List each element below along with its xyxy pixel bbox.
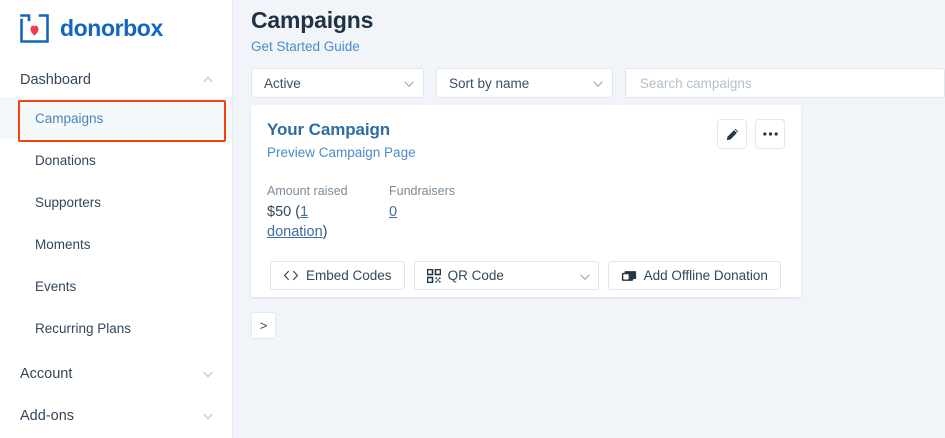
sidebar-dashboard-items: Campaigns Donations Supporters Moments E… bbox=[0, 97, 232, 349]
page-title: Campaigns bbox=[251, 7, 374, 33]
sort-filter-select[interactable]: Sort by name bbox=[435, 68, 613, 98]
get-started-guide-link[interactable]: Get Started Guide bbox=[251, 39, 360, 54]
sidebar-item-supporters-label: Supporters bbox=[35, 194, 102, 210]
chevron-up-icon bbox=[202, 74, 214, 86]
main-content: Campaigns Get Started Guide Active Sort … bbox=[233, 0, 945, 438]
edit-campaign-button[interactable] bbox=[717, 119, 747, 149]
add-offline-donation-label: Add Offline Donation bbox=[643, 268, 768, 283]
preview-campaign-page-link[interactable]: Preview Campaign Page bbox=[267, 145, 416, 160]
code-brackets-icon bbox=[283, 270, 299, 281]
sidebar-item-campaigns-label: Campaigns bbox=[35, 110, 104, 126]
campaign-identity: Your Campaign Preview Campaign Page bbox=[267, 119, 416, 162]
campaign-card-actions: Embed Codes bbox=[251, 242, 801, 290]
amount-raised-prefix: $50 ( bbox=[267, 204, 301, 220]
campaign-card-header: Your Campaign Preview Campaign Page bbox=[251, 105, 801, 162]
qr-code-icon bbox=[426, 268, 441, 283]
donorbox-heart-box-icon bbox=[18, 12, 51, 45]
search-campaigns-field[interactable] bbox=[624, 68, 945, 98]
stat-amount-raised: Amount raised $50 (1 donation) bbox=[267, 183, 371, 242]
chevron-down-icon bbox=[402, 77, 414, 89]
donation-count-link[interactable]: 1 donation bbox=[267, 204, 323, 240]
qr-code-button[interactable]: QR Code bbox=[413, 261, 599, 290]
campaign-card: Your Campaign Preview Campaign Page bbox=[251, 105, 801, 297]
cash-stack-icon bbox=[621, 270, 637, 282]
campaign-name: Your Campaign bbox=[267, 120, 391, 139]
sidebar-item-donations-label: Donations bbox=[35, 152, 96, 168]
fundraisers-count-link[interactable]: 0 bbox=[389, 204, 398, 220]
chevron-down-icon bbox=[591, 77, 603, 89]
sidebar-item-campaigns[interactable]: Campaigns bbox=[0, 97, 232, 139]
qr-code-label: QR Code bbox=[447, 268, 504, 283]
brand-name: donorbox bbox=[60, 15, 163, 41]
sidebar-item-events[interactable]: Events bbox=[0, 265, 232, 307]
more-options-button[interactable] bbox=[755, 119, 785, 149]
stat-amount-raised-label: Amount raised bbox=[267, 184, 348, 198]
sidebar-item-events-label: Events bbox=[35, 278, 77, 294]
amount-raised-suffix: ) bbox=[322, 224, 328, 240]
sidebar-group-account-label: Account bbox=[20, 366, 73, 382]
sidebar: donorbox Dashboard Campaigns Donations S… bbox=[0, 0, 233, 438]
stat-fundraisers: Fundraisers 0 bbox=[389, 183, 455, 242]
sidebar-group-addons[interactable]: Add-ons bbox=[0, 399, 232, 433]
sidebar-item-recurring-plans[interactable]: Recurring Plans bbox=[0, 307, 232, 349]
sort-filter-value: Sort by name bbox=[448, 75, 530, 91]
stat-amount-raised-value: $50 (1 donation) bbox=[267, 202, 371, 242]
sidebar-group-account[interactable]: Account bbox=[0, 357, 232, 391]
embed-codes-label: Embed Codes bbox=[306, 268, 392, 283]
status-filter-value: Active bbox=[264, 75, 301, 91]
ellipsis-horizontal-icon bbox=[762, 131, 779, 137]
sidebar-spacer bbox=[0, 349, 232, 357]
chevron-down-icon bbox=[202, 368, 214, 380]
embed-codes-button[interactable]: Embed Codes bbox=[270, 261, 405, 290]
pencil-icon bbox=[725, 127, 740, 142]
sidebar-item-moments[interactable]: Moments bbox=[0, 223, 232, 265]
sidebar-group-dashboard-label: Dashboard bbox=[20, 72, 91, 88]
sidebar-item-moments-label: Moments bbox=[35, 236, 91, 252]
chevron-down-icon bbox=[578, 270, 590, 282]
sidebar-item-donations[interactable]: Donations bbox=[0, 139, 232, 181]
filter-bar: Active Sort by name bbox=[233, 56, 945, 98]
chevron-down-icon bbox=[202, 410, 214, 422]
sidebar-item-recurring-plans-label: Recurring Plans bbox=[35, 320, 132, 336]
brand-logo[interactable]: donorbox bbox=[0, 0, 232, 48]
status-filter-select[interactable]: Active bbox=[251, 68, 424, 98]
sidebar-spacer-2 bbox=[0, 391, 232, 399]
add-offline-donation-button[interactable]: Add Offline Donation bbox=[607, 261, 781, 290]
search-input[interactable] bbox=[637, 74, 932, 92]
page-header: Campaigns Get Started Guide bbox=[233, 0, 945, 56]
next-page-button[interactable]: > bbox=[251, 312, 276, 339]
sidebar-group-addons-label: Add-ons bbox=[20, 408, 75, 424]
campaign-card-action-icons bbox=[717, 119, 785, 149]
sidebar-group-dashboard[interactable]: Dashboard bbox=[0, 63, 232, 97]
stat-fundraisers-value: 0 bbox=[389, 202, 455, 222]
sidebar-nav: Dashboard Campaigns Donations Supporters… bbox=[0, 48, 232, 433]
pagination: > bbox=[251, 312, 276, 339]
sidebar-item-supporters[interactable]: Supporters bbox=[0, 181, 232, 223]
campaign-stats: Amount raised $50 (1 donation) Fundraise… bbox=[251, 162, 801, 242]
stat-fundraisers-label: Fundraisers bbox=[389, 184, 455, 198]
